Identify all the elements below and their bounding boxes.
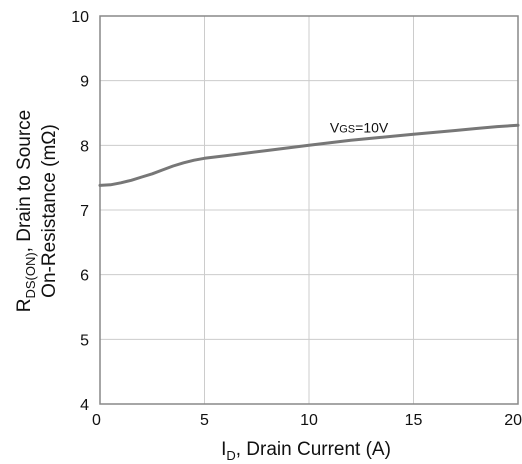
y-tick-label: 6 [80,268,89,285]
x-tick-label: 15 [405,412,423,429]
y-tick-label: 7 [80,203,89,220]
y-tick-label: 4 [80,397,89,414]
series-layer [98,123,520,187]
grid-lines [100,16,518,404]
y-tick-label: 5 [80,332,89,349]
y-tick-label: 10 [71,9,89,26]
annotations: VGS=10V [330,119,389,135]
y-tick-label: 8 [80,138,89,155]
x-tick-label: 0 [92,412,101,429]
x-tick-label: 5 [200,412,209,429]
plot-frame [99,15,519,405]
tick-labels: 0 5 10 15 20 4 5 6 7 8 9 10 [71,9,522,429]
series-line [98,123,520,187]
y-tick-label: 9 [80,74,89,91]
x-tick-label: 10 [300,412,318,429]
y-axis-title-line1: RDS(ON), Drain to Source [14,110,38,313]
x-axis-title: ID, Drain Current (A) [221,439,391,463]
y-axis-title-line2: On-Resistance (mΩ) [39,124,60,298]
x-tick-label: 20 [504,412,522,429]
vgs-annotation: VGS=10V [330,119,389,135]
